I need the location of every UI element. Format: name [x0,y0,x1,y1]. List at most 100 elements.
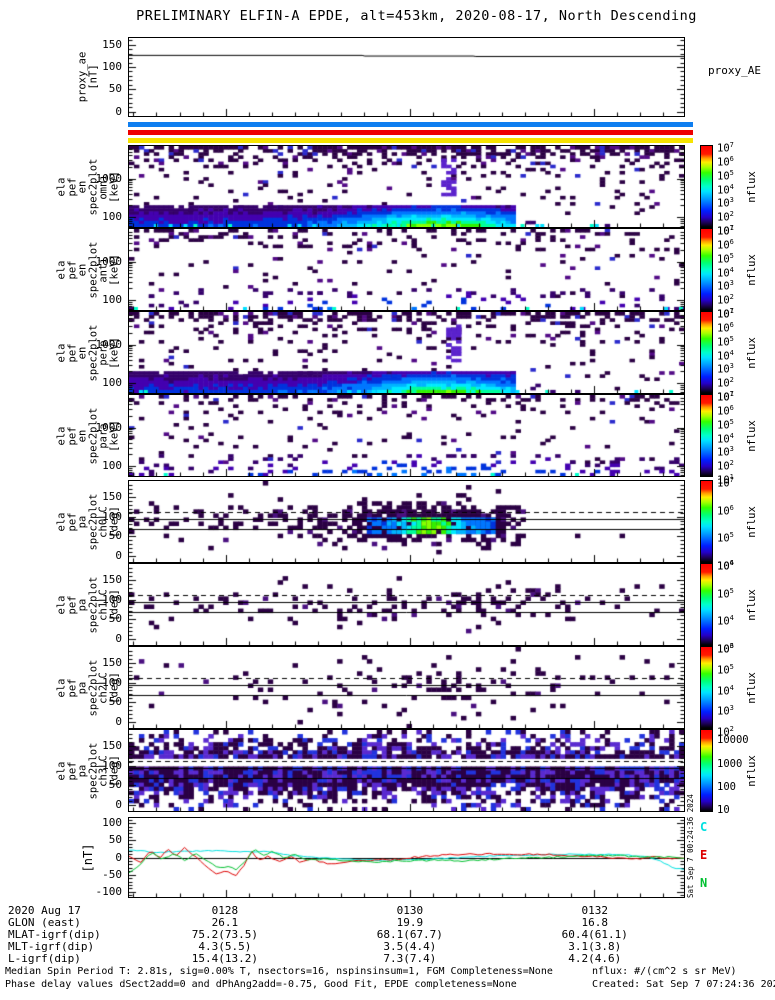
legend-e: E [700,848,708,862]
pa-ch3LC-ytick-label: 100 [102,758,122,772]
xaxis-time-tick-1: 0130 [396,904,424,917]
panel-en-para-canvas [129,395,684,476]
en-para-colorbar-tick-label: 105 [717,417,734,432]
pa-ch2LC-colorbar [700,646,713,729]
en-para-ytick-label: 100 [102,459,122,472]
science-zone-marker-bar-1 [128,130,693,135]
pa-ch1LC-ytick-label: 0 [115,632,122,646]
en-para-colorbar-tick-label: 102 [717,459,734,473]
pa-ch0LC-colorbar-tick-label: 105 [717,531,734,545]
en-omni-colorbar-tick-label: 103 [717,196,734,210]
en-para-colorbar-tick-label: 104 [717,431,734,445]
footer-spin-period: Median Spin Period T: 2.81s, sig=0.00% T… [5,966,553,977]
en-perp-colorbar-tick-label: 107 [717,307,734,321]
en-perp-ytick-label: 1000 [95,337,123,351]
panel-en-perp [128,311,685,394]
pa-ch1LC-ylabel: ela pef pa spec2plot ch1LC [deg] [55,576,121,633]
pa-ch3LC-colorbar-tick-label: 10000 [717,733,749,746]
fgm-ytick-label: 0 [115,850,122,864]
pa-ch1LC-ytick-label: 100 [102,592,122,606]
panel-pa-ch3LC-canvas [129,730,684,811]
pa-ch2LC-ytick-label: 0 [115,715,122,729]
ephemeris-row-label-2: MLT-igrf(dip) [8,940,95,953]
pa-ch2LC-ylabel: ela pef pa spec2plot ch2LC [deg] [55,659,121,716]
pa-ch0LC-ytick-label: 50 [108,529,122,543]
ephemeris-value-2-2: 3.1(3.8) [568,940,622,953]
panel-en-omni [128,145,685,228]
pa-ch3LC-colorbar-units-label: nflux [746,754,758,787]
ephemeris-row-label-1: MLAT-igrf(dip) [8,928,101,941]
en-perp-colorbar-tick-label: 106 [717,320,734,335]
en-para-colorbar-tick-label: 106 [717,403,734,418]
panel-pa-ch0LC [128,480,685,563]
en-anti-colorbar-tick-label: 103 [717,279,734,293]
en-para-ytick-label: 1000 [95,420,123,434]
pa-ch3LC-colorbar-tick-label: 10 [717,804,730,817]
en-anti-ytick-label: 1000 [95,254,123,268]
panel-proxy-ae-canvas [129,38,684,116]
pa-ch0LC-colorbar-tick-label: 106 [717,503,734,518]
ephemeris-value-2-0: 4.3(5.5) [198,940,252,953]
panel-pa-ch1LC [128,563,685,646]
panel-en-para [128,394,685,477]
en-omni-ylabel: ela pef en spec2plot omni [keV] [55,158,121,215]
pa-ch1LC-colorbar-tick-label: 105 [717,586,734,601]
fgm-ytick-label: -100 [95,884,123,898]
ephemeris-value-1-2: 60.4(61.1) [561,928,628,941]
ephemeris-row-label-3: L-igrf(dip) [8,952,81,965]
en-omni-colorbar-tick-label: 106 [717,154,734,169]
en-para-colorbar-tick-label: 101 [717,473,734,487]
en-omni-colorbar-tick-label: 102 [717,210,734,224]
pa-ch2LC-ytick-label: 50 [108,695,122,709]
panel-en-anti-canvas [129,229,684,310]
xaxis-time-tick-0: 0128 [211,904,239,917]
pa-ch0LC-ytick-label: 100 [102,509,122,523]
proxy-ylabel: proxy_ae [nT] [76,51,100,103]
en-anti-colorbar-tick-label: 107 [717,224,734,238]
pa-ch2LC-colorbar-tick-label: 106 [717,642,734,656]
pa-ch2LC-colorbar-tick-label: 104 [717,683,734,697]
en-anti-colorbar-tick-label: 101 [717,307,734,321]
pa-ch0LC-ytick-label: 0 [115,549,122,563]
en-omni-ytick-label: 100 [102,210,122,223]
panel-fgm-residual-canvas [129,818,684,897]
ephemeris-value-2-1: 3.5(4.4) [383,940,437,953]
panel-pa-ch1LC-canvas [129,564,684,645]
en-para-colorbar-units-label: nflux [746,419,758,452]
pa-ch2LC-ytick-label: 150 [102,655,122,669]
panel-pa-ch2LC [128,646,685,729]
pa-ch0LC-colorbar [700,480,713,563]
en-omni-colorbar-units-label: nflux [746,170,758,203]
panel-en-omni-canvas [129,146,684,227]
en-perp-colorbar [700,311,713,394]
pa-ch1LC-colorbar-tick-label: 103 [717,642,734,656]
ephemeris-value-1-1: 68.1(67.7) [376,928,443,941]
en-para-colorbar-tick-label: 103 [717,445,734,459]
science-zone-marker-bar-0 [128,122,693,127]
pa-ch3LC-colorbar-tick-label: 1000 [717,757,743,770]
pa-ch3LC-colorbar [700,729,713,812]
en-perp-ytick-label: 100 [102,376,122,389]
plot-title: PRELIMINARY ELFIN-A EPDE, alt=453km, 202… [136,8,697,24]
ephemeris-value-3-2: 4.2(4.6) [568,952,622,965]
ephemeris-value-0-2: 16.8 [581,916,609,929]
pa-ch2LC-colorbar-units-label: nflux [746,671,758,704]
proxy-ytick-label: 50 [108,82,122,96]
pa-ch1LC-colorbar-tick-label: 106 [717,559,734,573]
pa-ch1LC-ytick-label: 50 [108,612,122,626]
panel-pa-ch3LC [128,729,685,812]
pa-ch0LC-colorbar-tick-label: 107 [717,476,734,490]
en-anti-colorbar [700,228,713,311]
legend-c: C [700,820,708,834]
en-para-colorbar-tick-label: 107 [717,390,734,404]
en-perp-colorbar-tick-label: 104 [717,348,734,362]
pa-ch1LC-ytick-label: 150 [102,572,122,586]
proxy-ytick-label: 0 [115,104,122,118]
en-omni-colorbar [700,145,713,228]
pa-ch3LC-ytick-label: 50 [108,778,122,792]
en-perp-colorbar-tick-label: 102 [717,376,734,390]
side-creation-timestamp: Sat Sep 7 00:24:36 2024 [686,794,695,898]
en-omni-colorbar-tick-label: 101 [717,224,734,238]
panel-pa-ch0LC-canvas [129,481,684,562]
pa-ch0LC-colorbar-tick-label: 104 [717,559,734,573]
